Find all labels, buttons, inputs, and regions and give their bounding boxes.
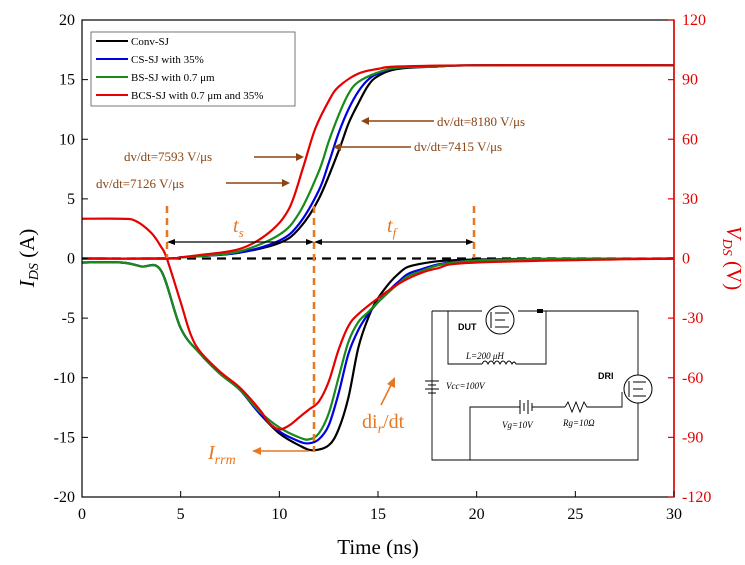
y-right-tick-label: -30 (682, 310, 703, 327)
arrowhead-dvdt-8180 (361, 117, 369, 125)
x-axis-title: Time (ns) (337, 535, 419, 559)
y-left-tick-label: 10 (59, 131, 75, 148)
circuit-label-vcc: Vcc=100V (446, 381, 486, 391)
y-right-tick-label: 90 (682, 72, 698, 89)
dut-diode-icon (537, 309, 543, 313)
ts-arrowhead-left (167, 239, 175, 245)
right-axis-title: VDS (V) (719, 226, 745, 290)
annotation-dvdt-8180: dv/dt=8180 V/μs (437, 114, 525, 129)
circuit-wire-gate-left (469, 406, 520, 460)
circuit-label-dut: DUT (458, 322, 477, 332)
circuit-wire-top-right (518, 310, 639, 378)
y-left-tick-label: 0 (67, 251, 75, 268)
x-tick-label: 20 (469, 506, 485, 523)
y-left-tick-label: -5 (62, 310, 75, 327)
legend-label-conv: Conv-SJ (131, 36, 170, 48)
legend-label-bcs: BCS-SJ with 0.7 μm and 35% (131, 90, 263, 102)
circuit-label-vg: Vg=10V (502, 420, 534, 430)
circuit-label-dri: DRI (598, 371, 614, 381)
circuit-diagram: DUT L=200 μH Vcc=100V Vg=10V Rg=10Ω DRI (425, 305, 662, 461)
y-left-tick-label: 15 (59, 72, 75, 89)
dvdt-annotations: dv/dt=8180 V/μs dv/dt=7415 V/μs dv/dt=75… (96, 114, 525, 191)
rg-resistor-icon (564, 400, 590, 414)
ts-label: ts (233, 215, 244, 240)
legend: Conv-SJ CS-SJ with 35% BS-SJ with 0.7 μm… (90, 31, 296, 107)
annotation-dvdt-7593: dv/dt=7593 V/μs (124, 149, 212, 164)
y-right-tick-label: -120 (682, 489, 711, 506)
dirdt-arrowhead (387, 377, 395, 388)
tf-arrowhead-left (314, 239, 322, 245)
circuit-wire-gate-right (590, 392, 623, 408)
axes-layer: 0 5 10 15 20 25 30 -20 -15 -10 -5 0 5 10 15 20 -120 -90 -6… (54, 12, 712, 523)
ts-arrowhead-right (306, 239, 314, 245)
dirdt-label: dir/dt (362, 411, 405, 437)
series-layer (82, 64, 674, 452)
tf-label: tf (387, 215, 399, 240)
y-left-tick-label: 20 (59, 12, 75, 29)
y-left-tick-label: -20 (54, 489, 75, 506)
timing-annotations: ts tf Irrm dir/dt (165, 206, 476, 468)
y-left-tick-label: -15 (54, 429, 75, 446)
y-right-tick-label: 120 (682, 12, 706, 29)
tf-arrowhead-right (466, 239, 474, 245)
arrowhead-dvdt-7126 (282, 179, 290, 187)
inductor-coil-icon (481, 360, 517, 366)
circuit-label-rg: Rg=10Ω (562, 418, 595, 428)
y-right-tick-label: 0 (682, 251, 690, 268)
legend-label-bs: BS-SJ with 0.7 μm (131, 72, 215, 84)
arrowhead-dvdt-7593 (296, 153, 304, 161)
legend-box (90, 31, 296, 107)
y-left-tick-label: 5 (67, 191, 75, 208)
left-axis-title: IDS (A) (15, 229, 42, 289)
irrm-label: Irrm (207, 442, 236, 468)
circuit-label-inductor: L=200 μH (465, 351, 504, 361)
dirdt-arrow (380, 382, 393, 406)
y-left-tick-label: -10 (54, 370, 75, 387)
legend-label-cs: CS-SJ with 35% (131, 54, 204, 66)
circuit-wire-ind-left (447, 311, 482, 365)
annotation-dvdt-7415: dv/dt=7415 V/μs (414, 139, 502, 154)
y-right-tick-label: 60 (682, 131, 698, 148)
circuit-wire-ind-right (516, 311, 547, 365)
current-line-bcs-sj (82, 64, 674, 260)
x-tick-label: 30 (666, 506, 682, 523)
x-tick-label: 10 (271, 506, 287, 523)
y-right-tick-label: 30 (682, 191, 698, 208)
y-right-tick-label: -90 (682, 429, 703, 446)
irrm-arrowhead (252, 447, 261, 455)
arrowhead-dvdt-7415 (333, 143, 341, 151)
x-tick-label: 5 (177, 506, 185, 523)
x-tick-label: 25 (567, 506, 583, 523)
annotation-dvdt-7126: dv/dt=7126 V/μs (96, 176, 184, 191)
x-tick-label: 15 (370, 506, 386, 523)
y-right-tick-label: -60 (682, 370, 703, 387)
voltage-line-bcs-sj (82, 217, 674, 431)
x-tick-label: 0 (78, 506, 86, 523)
